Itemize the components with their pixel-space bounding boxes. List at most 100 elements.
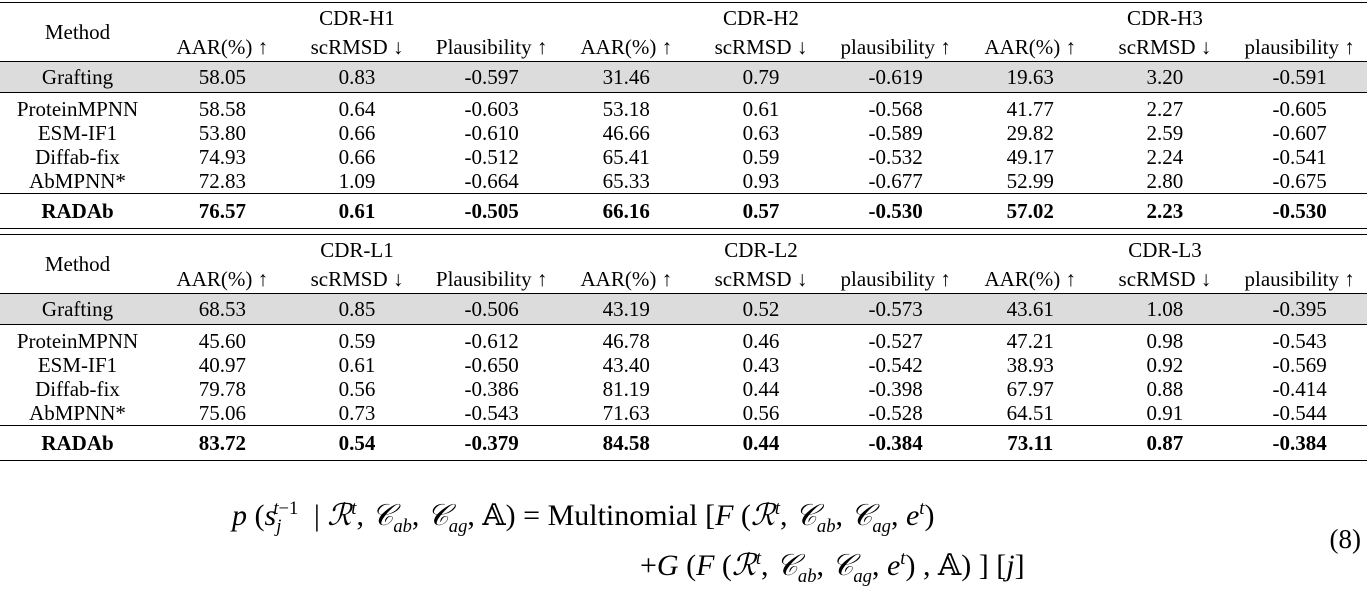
table-row: Diffab-fix 74.93 0.66 -0.512 65.41 0.59 -0.532… [0, 145, 1367, 169]
method-name: RADAb [0, 193, 155, 229]
column-header: Plausibility ↑ [424, 265, 559, 294]
table-cell: 2.80 [1097, 169, 1233, 194]
table-cell: 46.66 [602, 121, 650, 145]
group-header: CDR-L3 [962, 234, 1367, 265]
table-cell: -0.589 [868, 121, 923, 145]
table-cell: 0.64 [338, 97, 376, 121]
table-cell: 45.60 [198, 329, 246, 353]
table-cell: 73.11 [962, 425, 1098, 461]
table-cell: 0.63 [742, 121, 780, 145]
column-header: scRMSD ↓ [1097, 265, 1233, 294]
column-header: AAR(%) ↑ [155, 33, 290, 62]
table-cell: 49.17 [1006, 145, 1054, 169]
table-cell: 0.59 [338, 329, 376, 353]
table-cell: -0.386 [464, 377, 519, 401]
table-cell: -0.384 [1232, 425, 1367, 461]
table-cell: -0.664 [424, 169, 559, 194]
method-name: Grafting [0, 293, 155, 325]
table-cell: 75.06 [155, 401, 290, 426]
column-header: scRMSD ↓ [693, 33, 829, 62]
table-cell: 0.57 [693, 193, 829, 229]
table-cell: 0.61 [742, 97, 780, 121]
table-cell: 0.98 [1146, 329, 1184, 353]
table-cell: -0.532 [868, 145, 923, 169]
table-cell: 0.92 [1146, 353, 1184, 377]
table-cell: 1.09 [289, 169, 425, 194]
method-name: Diffab-fix [35, 377, 120, 401]
table-cell: -0.675 [1232, 169, 1367, 194]
table-cell: 65.33 [558, 169, 694, 194]
table-cell: 79.78 [198, 377, 246, 401]
table-cell: 0.88 [1146, 377, 1184, 401]
column-header: AAR(%) ↑ [558, 265, 694, 294]
method-name: AbMPNN* [0, 169, 155, 194]
column-header: scRMSD ↓ [289, 265, 425, 294]
table-cell: -0.605 [1272, 97, 1327, 121]
table-cell: 43.40 [602, 353, 650, 377]
table-cell: -0.612 [464, 329, 519, 353]
table-row-best: RADAb 83.72 0.54 -0.379 84.58 0.44 -0.384 73.11… [0, 425, 1367, 461]
table-row: AbMPNN* 75.06 0.73 -0.543 71.63 0.56 -0.528 64.… [0, 401, 1367, 426]
table-cell: -0.414 [1272, 377, 1327, 401]
equation-number: (8) [1329, 524, 1361, 554]
group-header: CDR-H2 [558, 2, 963, 33]
table-cell: 0.44 [693, 425, 829, 461]
table-cell: 67.97 [1006, 377, 1054, 401]
table-cell: -0.619 [828, 61, 963, 93]
table-cell: 31.46 [558, 61, 694, 93]
table-cell: -0.398 [868, 377, 923, 401]
column-header: AAR(%) ↑ [155, 265, 290, 294]
table-cell: 0.43 [742, 353, 780, 377]
header-group-row: Method CDR-L1 CDR-L2 CDR-L3 [0, 234, 1367, 294]
group-header: CDR-L1 [155, 234, 559, 265]
table-row: ProteinMPNN 58.58 0.64 -0.603 53.18 0.61 -0.56… [0, 97, 1367, 121]
table-cell: 83.72 [155, 425, 290, 461]
column-header: scRMSD ↓ [1097, 33, 1233, 62]
table-cell: 76.57 [155, 193, 290, 229]
table-cell: 64.51 [962, 401, 1098, 426]
header-group-row: Method CDR-H1 CDR-H2 CDR-H3 [0, 2, 1367, 62]
table-cell: 1.08 [1097, 293, 1233, 325]
table-cell: -0.569 [1272, 353, 1327, 377]
table-cell: 0.61 [338, 353, 376, 377]
table-cell: -0.677 [828, 169, 963, 194]
table-row-best: RADAb 76.57 0.61 -0.505 66.16 0.57 -0.530 57.02… [0, 193, 1367, 229]
column-header: plausibility ↑ [828, 33, 963, 62]
table-cell: 0.54 [289, 425, 425, 461]
table-cell: 0.46 [742, 329, 780, 353]
method-name: ProteinMPNN [16, 329, 139, 353]
equation-line-2: +G (F (ℛt, 𝒞ab, 𝒞ag, et) , 𝔸) ] [j] [640, 548, 1025, 587]
group-header: CDR-H1 [155, 2, 559, 33]
table-cell: 2.59 [1146, 121, 1184, 145]
table-cell: 2.24 [1146, 145, 1184, 169]
table-cell: 81.19 [602, 377, 650, 401]
column-header: plausibility ↑ [828, 265, 963, 294]
table-cell: 74.93 [198, 145, 246, 169]
table-row: Diffab-fix 79.78 0.56 -0.386 81.19 0.44 -0.398… [0, 377, 1367, 401]
column-header: plausibility ↑ [1232, 265, 1367, 294]
table-cell: -0.573 [828, 293, 963, 325]
table-cell: 84.58 [558, 425, 694, 461]
column-header: AAR(%) ↑ [962, 33, 1098, 62]
table-cell: 53.18 [602, 97, 650, 121]
group-header: CDR-L2 [558, 234, 963, 265]
table-cell: 0.61 [289, 193, 425, 229]
table-cell: -0.395 [1232, 293, 1367, 325]
results-table-light: Method CDR-L1 CDR-L2 CDR-L3 AAR(%) ↑ scRMSD ↓… [0, 234, 1367, 461]
table-cell: -0.506 [424, 293, 559, 325]
table-cell: -0.542 [868, 353, 923, 377]
method-header: Method [0, 2, 155, 62]
results-table-heavy: Method CDR-H1 CDR-H2 CDR-H3 AAR(%) ↑ scRMSD ↓… [0, 2, 1367, 229]
table-cell: -0.597 [424, 61, 559, 93]
method-name: Grafting [0, 61, 155, 93]
table-cell: 0.83 [289, 61, 425, 93]
table-cell: 0.85 [289, 293, 425, 325]
method-name: Diffab-fix [35, 145, 120, 169]
table-cell: 38.93 [1006, 353, 1054, 377]
table-cell: 0.66 [338, 121, 376, 145]
table-cell: -0.541 [1272, 145, 1327, 169]
table-cell: 0.73 [289, 401, 425, 426]
table-cell: -0.530 [1232, 193, 1367, 229]
subheader-row: AAR(%) ↑ scRMSD ↓ Plausibility ↑ AAR(%) ↑ sc… [0, 33, 1367, 62]
table-cell: -0.527 [868, 329, 923, 353]
